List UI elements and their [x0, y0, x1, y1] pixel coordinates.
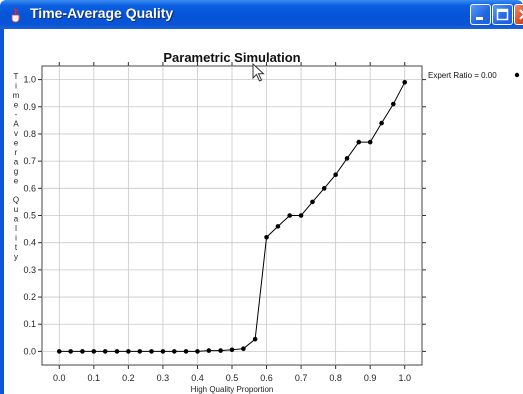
- data-point: [241, 346, 246, 351]
- legend: Expert Ratio = 0.00: [428, 71, 520, 80]
- data-point: [298, 213, 304, 218]
- data-point: [402, 80, 408, 85]
- x-tick-label: 0.3: [157, 373, 170, 383]
- y-axis-label-char: A: [13, 120, 19, 129]
- data-point: [126, 349, 131, 354]
- window-frame-left: [0, 29, 4, 394]
- y-axis-label-char: r: [15, 148, 18, 157]
- y-axis-label-char: v: [14, 129, 18, 138]
- x-tick-label: 1.0: [398, 373, 411, 383]
- y-axis-label-char: t: [15, 243, 18, 252]
- data-point: [160, 349, 166, 354]
- x-tick-label: 0.2: [122, 373, 135, 383]
- y-tick-label: 0.5: [23, 211, 36, 221]
- maximize-icon: [496, 8, 509, 21]
- data-point: [206, 348, 212, 353]
- data-point: [344, 156, 350, 161]
- y-axis-label-char: m: [13, 91, 20, 100]
- data-point: [195, 349, 200, 354]
- data-point: [137, 349, 143, 354]
- y-axis-label-char: u: [14, 205, 18, 214]
- data-point: [333, 172, 338, 178]
- data-point: [91, 349, 97, 354]
- chart-panel: 0.0 0.1 0.2 0.3 0.4 0.5 0.6 0.7 0.8 0.9 1.0 0.0 0.1 0…: [4, 29, 523, 394]
- y-axis-label-char: -: [15, 110, 18, 119]
- y-axis-label-char: i: [15, 234, 17, 243]
- y-axis-label-char: l: [15, 224, 17, 233]
- legend-marker: [514, 72, 520, 78]
- data-point: [275, 224, 281, 229]
- y-axis-label-char: a: [14, 215, 19, 224]
- y-tick-label: 1.0: [23, 75, 36, 85]
- y-tick-label: 0.1: [23, 319, 36, 329]
- window-title: Time-Average Quality: [30, 5, 174, 21]
- x-tick-label: 0.8: [329, 373, 342, 383]
- y-axis-label-char: y: [14, 253, 18, 262]
- data-point: [252, 336, 258, 342]
- data-point: [264, 234, 269, 240]
- data-point: [80, 349, 85, 354]
- y-axis-label-char: a: [14, 158, 19, 167]
- data-point: [367, 139, 373, 145]
- data-point: [218, 348, 223, 353]
- minimize-button[interactable]: [470, 4, 491, 25]
- y-axis-label-char: i: [15, 82, 17, 91]
- legend-label: Expert Ratio = 0.00: [428, 71, 497, 80]
- y-axis-label-char: e: [14, 177, 19, 186]
- data-point: [391, 101, 396, 107]
- data-point: [379, 120, 384, 126]
- data-point: [172, 349, 177, 354]
- y-axis-label-char: g: [14, 167, 18, 176]
- java-cup-icon: [11, 7, 21, 23]
- y-axis-label-char: T: [14, 72, 19, 81]
- chart-title: Parametric Simulation: [163, 50, 300, 65]
- mouse-pointer-icon: [252, 63, 265, 82]
- y-tick-label: 0.8: [23, 129, 36, 139]
- title-bar[interactable]: Time-Average Quality: [0, 0, 523, 29]
- y-tick-label: 0.0: [23, 346, 36, 356]
- data-point: [321, 186, 327, 191]
- data-point: [229, 347, 235, 353]
- x-axis-label: High Quality Proportion: [191, 385, 274, 394]
- data-point: [56, 349, 62, 354]
- data-point: [68, 349, 73, 354]
- x-tick-label: 0.4: [191, 373, 204, 383]
- y-axis-label-char: e: [14, 101, 19, 110]
- parametric-simulation-chart: 0.0 0.1 0.2 0.3 0.4 0.5 0.6 0.7 0.8 0.9 1.0 0.0 0.1 0…: [13, 50, 520, 394]
- x-tick-label: 0.6: [260, 373, 273, 383]
- y-axis-label-char: e: [14, 139, 19, 148]
- data-point: [356, 139, 362, 145]
- data-point: [183, 349, 189, 354]
- x-tick-label: 0.1: [88, 373, 101, 383]
- data-point: [149, 349, 154, 354]
- close-icon: [519, 9, 523, 20]
- data-point: [114, 349, 120, 354]
- x-tick-label: 0.5: [226, 373, 239, 383]
- data-point: [287, 213, 292, 218]
- y-tick-label: 0.7: [23, 156, 36, 166]
- y-tick-label: 0.3: [23, 265, 36, 275]
- y-tick-label: 0.6: [23, 183, 36, 193]
- x-tick-label: 0.0: [53, 373, 66, 383]
- maximize-button[interactable]: [492, 4, 513, 25]
- data-point: [310, 199, 315, 205]
- y-tick-label: 0.9: [23, 102, 36, 112]
- data-point: [102, 349, 108, 354]
- minimize-icon: [476, 17, 483, 20]
- close-button[interactable]: [514, 4, 523, 25]
- y-axis-label-char: Q: [13, 196, 19, 205]
- y-tick-label: 0.2: [23, 292, 36, 302]
- x-tick-label: 0.9: [364, 373, 377, 383]
- x-tick-label: 0.7: [295, 373, 308, 383]
- y-tick-label: 0.4: [23, 238, 36, 248]
